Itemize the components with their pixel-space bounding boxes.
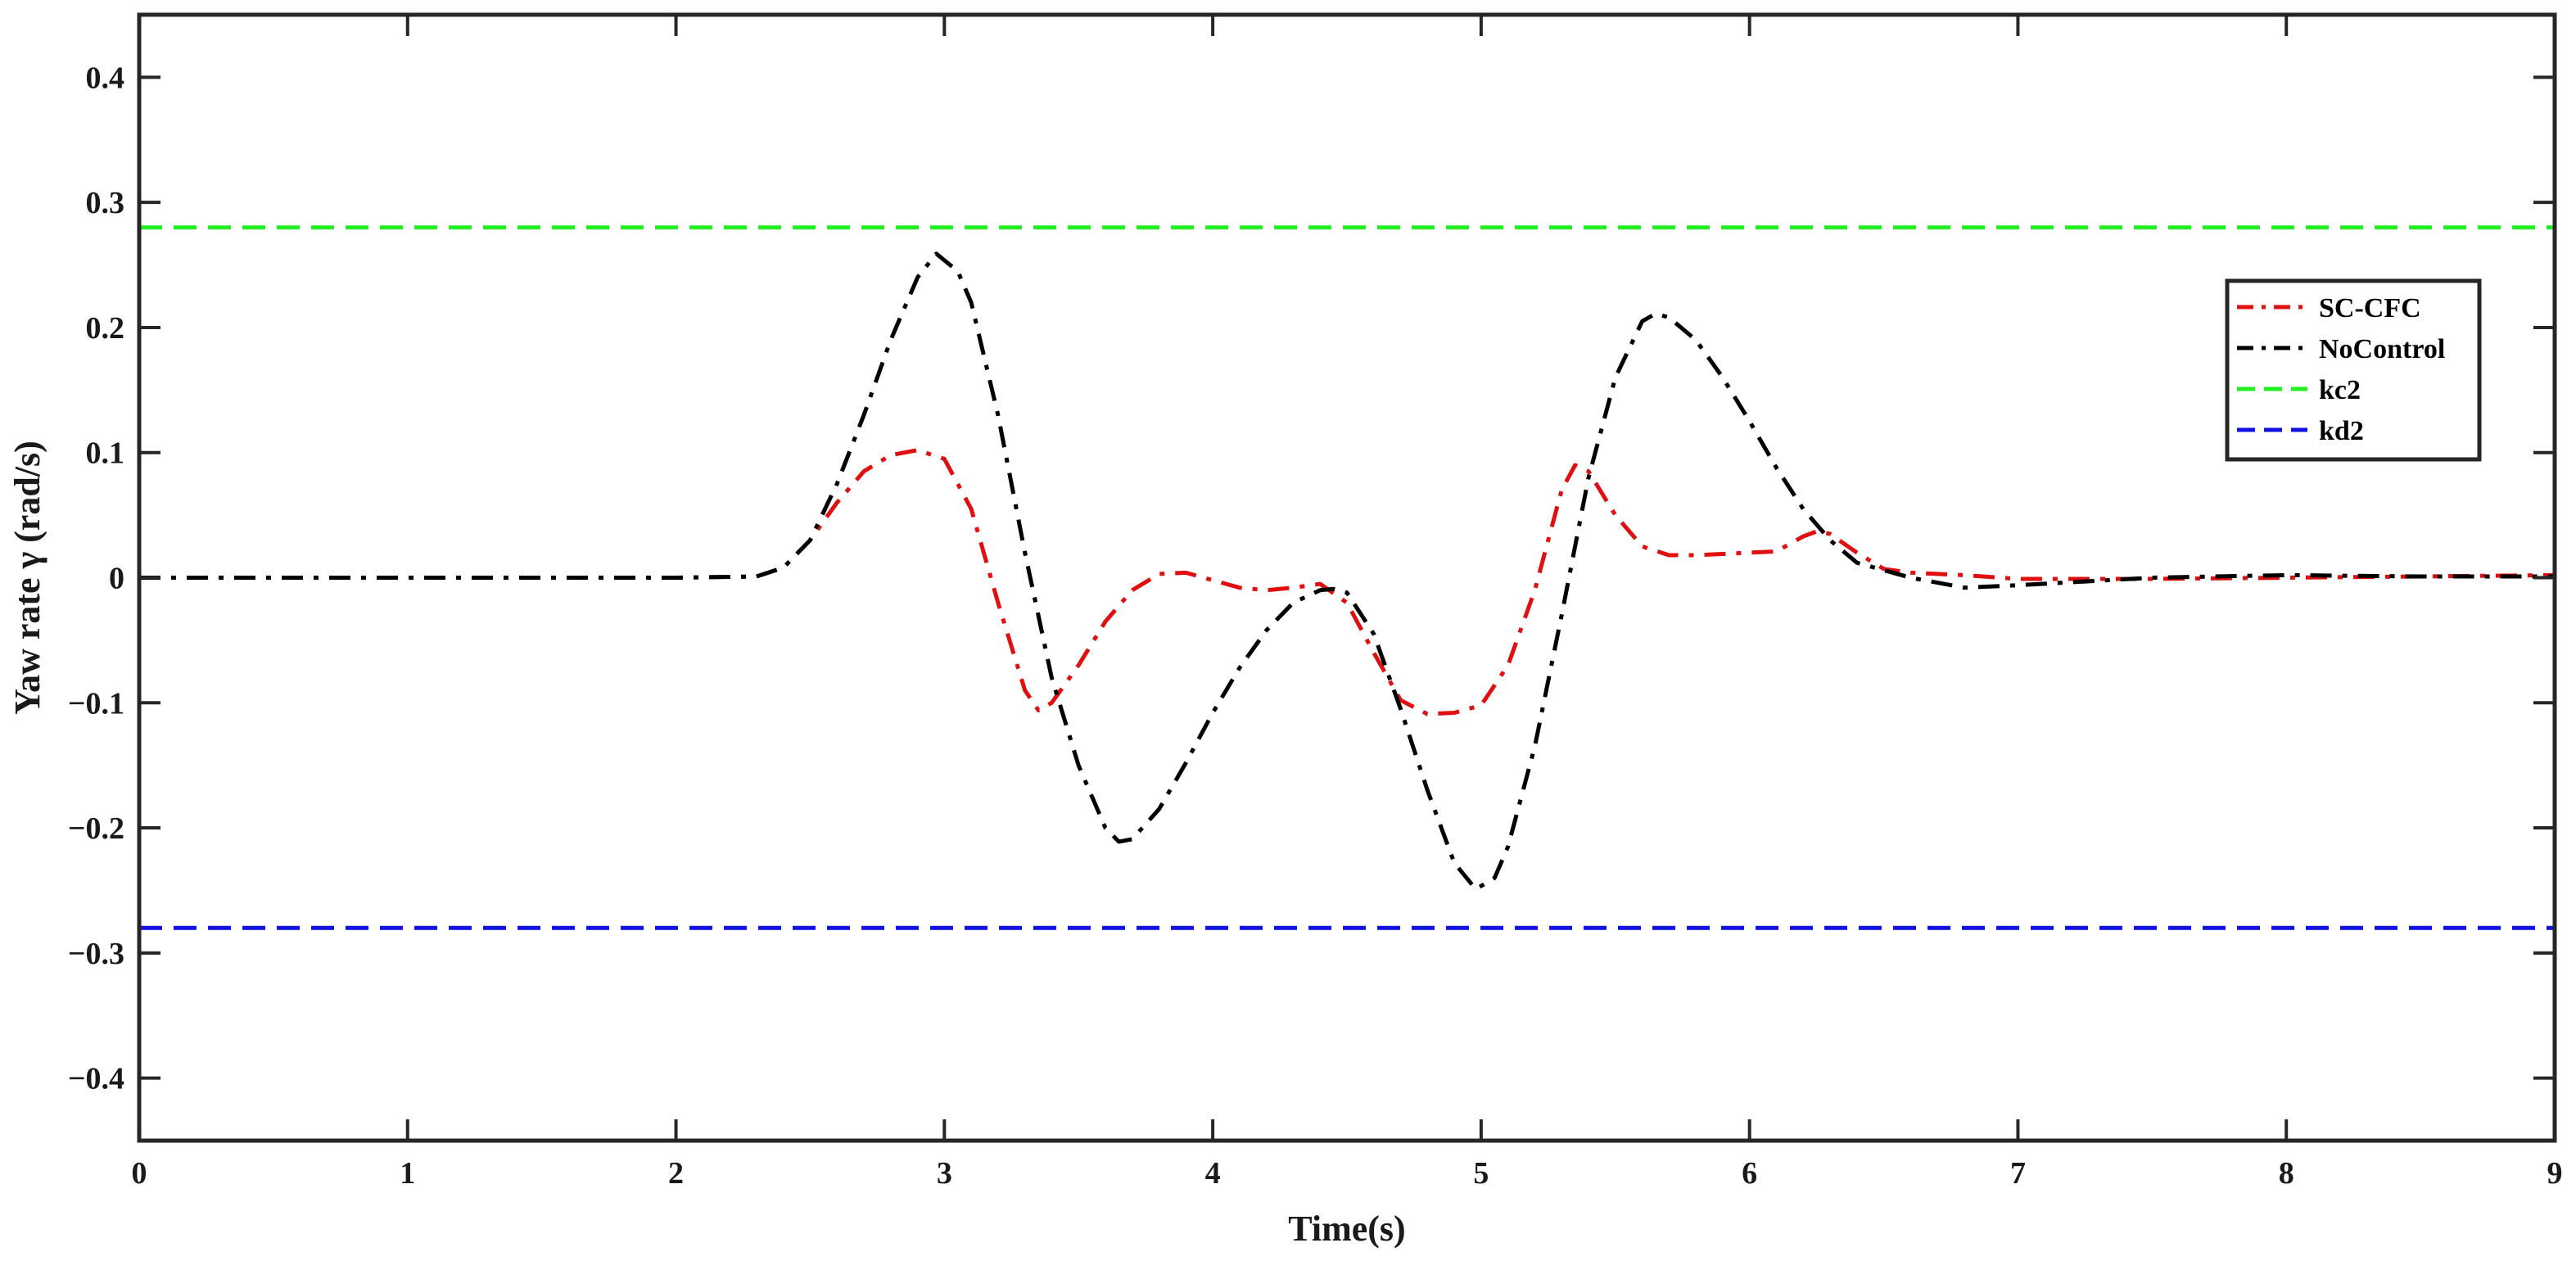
x-axis: 0 1 2 3 4 5 6 7 8 9 <box>132 15 2563 1191</box>
y-tick-label: −0.3 <box>68 937 124 971</box>
x-tick-label: 1 <box>400 1156 415 1191</box>
series-line-nocontrol <box>139 251 2555 892</box>
x-axis-label: Time(s) <box>1288 1209 1405 1249</box>
x-tick-label: 0 <box>132 1156 147 1191</box>
x-tick-label: 5 <box>1473 1156 1489 1191</box>
legend-label: NoControl <box>2319 334 2445 364</box>
y-tick-label: 0.3 <box>86 186 125 220</box>
x-tick-label: 7 <box>2010 1156 2026 1191</box>
y-tick-label: 0.2 <box>86 311 125 346</box>
legend-label: SC-CFC <box>2319 293 2421 323</box>
series-layer <box>139 225 2556 930</box>
series-line-sc-cfc <box>139 448 2556 716</box>
legend-label: kd2 <box>2319 416 2364 446</box>
legend-label: kc2 <box>2319 375 2361 405</box>
y-tick-label: 0 <box>109 562 124 596</box>
x-tick-label: 2 <box>668 1156 684 1191</box>
y-tick-label: −0.1 <box>68 686 124 721</box>
y-axis: −0.4 −0.3 −0.2 −0.1 0 0.1 0.2 0.3 0.4 <box>68 61 2555 1096</box>
y-tick-label: −0.2 <box>68 811 124 846</box>
x-tick-label: 3 <box>937 1156 952 1191</box>
y-tick-label: −0.4 <box>68 1062 124 1096</box>
y-tick-label: 0.1 <box>86 436 125 471</box>
x-tick-label: 8 <box>2279 1156 2294 1191</box>
y-tick-label: 0.4 <box>86 61 125 95</box>
x-tick-label: 4 <box>1205 1156 1221 1191</box>
x-tick-label: 6 <box>1742 1156 1757 1191</box>
legend: SC-CFC NoControl kc2 kd2 <box>2225 278 2482 462</box>
y-axis-label: Yaw rate γ (rad/s) <box>7 441 47 715</box>
x-tick-label: 9 <box>2547 1156 2563 1191</box>
